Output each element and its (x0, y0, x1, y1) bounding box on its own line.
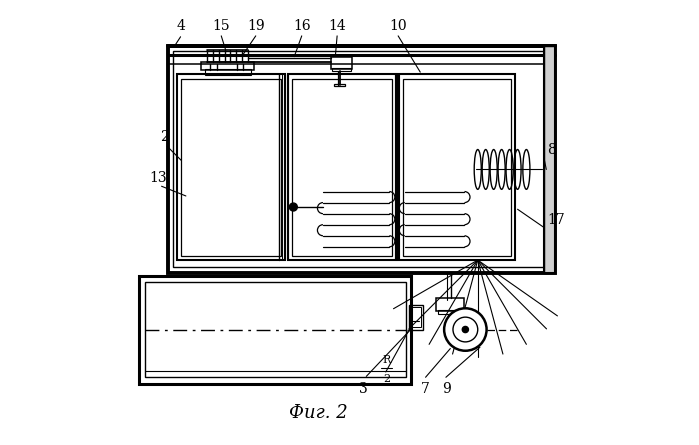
Text: 13: 13 (150, 171, 167, 185)
Bar (182, 79, 281, 256)
Bar (173, 51, 550, 267)
Bar (412, 307, 421, 328)
Bar (205, 69, 251, 75)
Bar (331, 57, 352, 69)
Bar (334, 84, 345, 86)
Text: 7: 7 (421, 382, 430, 396)
Bar (177, 74, 285, 260)
Text: 19: 19 (247, 19, 264, 33)
Bar (398, 74, 515, 260)
Circle shape (289, 203, 297, 211)
Circle shape (444, 308, 487, 351)
Text: 4: 4 (176, 19, 185, 33)
Bar (292, 79, 391, 256)
Circle shape (453, 317, 477, 342)
Bar (544, 45, 555, 273)
Text: 3: 3 (359, 382, 368, 396)
Text: 15: 15 (212, 19, 230, 33)
Bar (287, 74, 396, 260)
Text: R: R (382, 355, 391, 365)
Text: 9: 9 (442, 382, 451, 396)
Text: 16: 16 (293, 19, 310, 33)
Text: 14: 14 (329, 19, 346, 33)
Circle shape (462, 327, 468, 332)
Text: 2: 2 (383, 374, 390, 384)
Text: 10: 10 (389, 19, 407, 33)
Bar (332, 68, 351, 71)
Text: Фиг. 2: Фиг. 2 (289, 405, 348, 422)
Bar (139, 275, 412, 384)
Bar (409, 305, 424, 329)
Bar (435, 298, 464, 311)
Bar (201, 62, 254, 70)
Bar (544, 45, 555, 273)
Text: 17: 17 (547, 213, 565, 227)
Text: 2: 2 (160, 130, 169, 144)
Bar (145, 282, 406, 377)
Bar (168, 45, 555, 273)
Bar (438, 310, 462, 314)
Bar (403, 79, 511, 256)
Text: 8: 8 (547, 143, 556, 157)
